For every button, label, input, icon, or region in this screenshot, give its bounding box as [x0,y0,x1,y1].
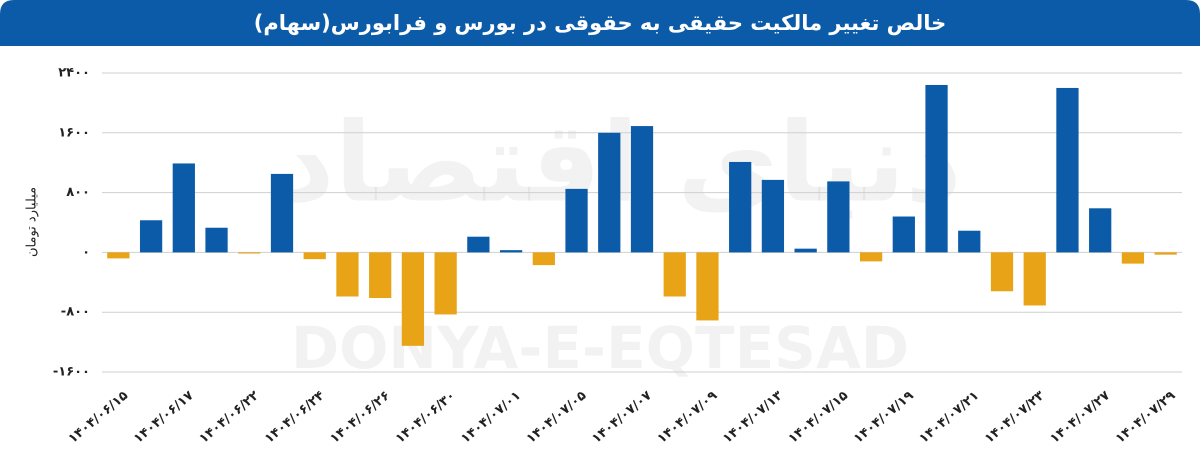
x-tick-label: ۱۴۰۴/۰۷/۲۱ [917,388,983,446]
x-tick-label: ۱۴۰۴/۰۷/۰۵ [524,388,590,446]
bar [958,230,981,253]
x-tick-label: ۱۴۰۴/۰۷/۲۳ [982,388,1048,446]
bar [139,220,163,253]
x-tick-label: ۱۴۰۴/۰۶/۳۰ [393,388,459,446]
bar [336,252,359,297]
bar [303,252,326,260]
x-tick-label: ۱۴۰۴/۰۷/۲۷ [1047,388,1113,446]
x-tick-label: ۱۴۰۴/۰۶/۲۶ [327,388,393,446]
bar [1121,252,1145,264]
title-bar [0,0,1200,46]
bar [270,173,294,253]
y-tick-label: -۸۰۰ [61,305,90,320]
bar [401,252,425,346]
bar [729,161,752,253]
bar [499,250,523,253]
bar [925,84,948,253]
bar [630,126,654,253]
bar [467,236,490,253]
x-tick-label: ۱۴۰۴/۰۷/۰۷ [589,388,655,446]
bar [1023,252,1046,306]
y-axis-label: میلیارد تومان [25,187,40,257]
bar [990,252,1014,292]
bar [1154,252,1177,255]
bar [434,252,457,315]
bar [696,252,719,321]
x-tick-label: ۱۴۰۴/۰۶/۱۷ [131,388,197,446]
bar [859,252,883,262]
watermark: DONYA-E-EQTESAD [291,314,909,382]
y-tick-label: ۲۴۰۰ [58,66,90,81]
bar [598,132,621,253]
bar [794,248,817,253]
bar [565,188,588,253]
y-tick-label: ۸۰۰ [66,185,90,200]
x-tick-label: ۱۴۰۴/۰۷/۰۹ [655,388,721,446]
bar [892,216,915,253]
x-tick-label: ۱۴۰۴/۰۷/۱۵ [786,388,852,446]
bar [827,181,850,253]
x-tick-label: ۱۴۰۴/۰۶/۱۵ [66,388,132,446]
bar [663,252,686,297]
y-tick-label: -۱۶۰۰ [53,365,90,380]
bar [532,252,555,266]
x-tick-label: ۱۴۰۴/۰۶/۲۴ [262,388,328,446]
bar [107,252,130,259]
x-tick-label: ۱۴۰۴/۰۷/۱۳ [720,388,786,446]
bar [172,163,195,253]
x-tick-label: ۱۴۰۴/۰۶/۲۲ [197,388,263,446]
x-tick-label: ۱۴۰۴/۰۷/۱۹ [851,388,917,446]
x-tick-label: ۱۴۰۴/۰۷/۲۹ [1113,388,1179,446]
x-tick-label: ۱۴۰۴/۰۷/۰۱ [458,388,524,446]
chart-title: خالص تغییر مالکیت حقیقی به حقوقی در بورس… [254,11,946,35]
y-tick-label: ۱۶۰۰ [58,125,90,140]
bar [1089,208,1112,253]
bar [238,252,261,254]
bar [761,179,785,253]
bar [205,227,228,253]
bar [1056,87,1079,253]
y-tick-label: ۰ [82,245,90,260]
bar [369,252,392,298]
